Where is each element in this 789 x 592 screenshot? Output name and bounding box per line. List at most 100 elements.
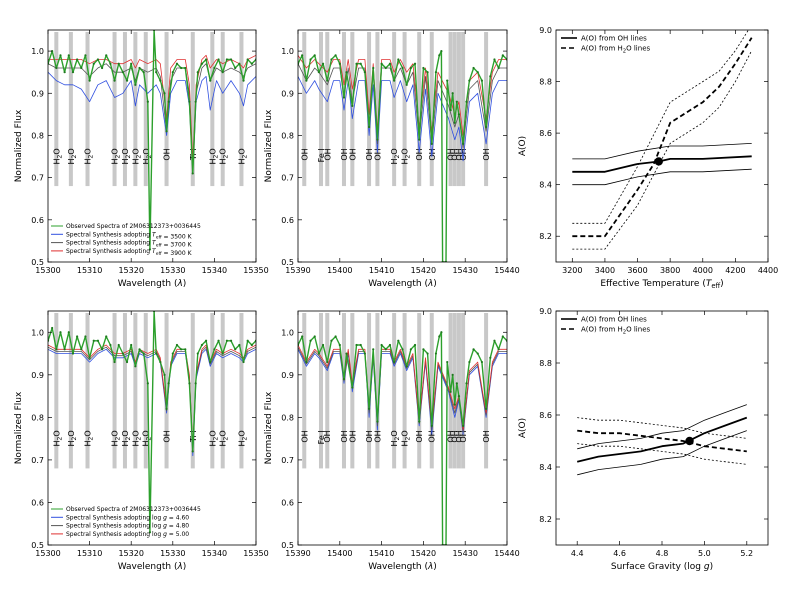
observed-point [242, 360, 245, 364]
line-marker-band [143, 313, 148, 469]
observed-point [209, 79, 212, 82]
observed-point [359, 62, 362, 65]
observed-point [345, 352, 348, 355]
observed-point [117, 343, 120, 347]
observed-point [342, 377, 346, 381]
y-tick-label: 0.5 [31, 541, 44, 550]
observed-point [409, 66, 412, 70]
observed-point [363, 71, 366, 74]
observed-point [480, 79, 484, 82]
line-label: OH [482, 430, 491, 442]
y-tick-label: 0.7 [281, 174, 294, 183]
observed-point [426, 71, 429, 74]
observed-point [155, 352, 158, 355]
observed-point [234, 348, 237, 351]
y-tick-label: 8.6 [539, 129, 552, 138]
x-tick-label: 15310 [77, 266, 102, 275]
x-tick-label: 4.4 [571, 549, 584, 558]
y-tick-label: 0.6 [281, 498, 294, 507]
line-marker-band [112, 313, 117, 469]
observed-point [438, 335, 441, 338]
observed-point [462, 424, 465, 427]
line-marker-band [68, 32, 73, 187]
observed-point [196, 352, 199, 355]
series-line-observed [298, 331, 507, 545]
observed-point [334, 54, 337, 57]
observed-point [121, 71, 124, 74]
observed-point [229, 339, 233, 342]
line-marker-band [429, 313, 434, 469]
line-label: OH [415, 430, 424, 442]
observed-point [100, 348, 104, 351]
line-marker-band [133, 313, 138, 469]
observed-point [125, 360, 129, 364]
observed-point [138, 66, 141, 70]
x-tick-label: 15440 [494, 266, 519, 275]
line-label: OH [340, 430, 349, 442]
line-marker-band [350, 32, 355, 187]
y-tick-label: 1.0 [281, 328, 294, 337]
observed-point [76, 335, 79, 338]
series-line-oh-upper [577, 404, 747, 450]
series-line-log-g-4-80 [48, 346, 256, 452]
series-line-h2o-lower [577, 443, 747, 465]
series-line-h2o-upper [577, 417, 747, 439]
x-axis-label: Surface Gravity (log g) [611, 562, 713, 572]
legend-label: A(O) from OH lines [581, 316, 647, 324]
observed-point [351, 104, 354, 108]
y-tick-label: 9.0 [539, 307, 552, 316]
observed-point [405, 365, 408, 368]
x-tick-label: 15340 [202, 266, 227, 275]
observed-point [301, 54, 304, 57]
observed-point [209, 360, 212, 364]
x-tick-label: 15300 [35, 549, 60, 558]
observed-point [146, 100, 149, 103]
observed-point [159, 79, 162, 82]
abund-logg-series [576, 404, 748, 476]
line-marker-band [164, 313, 169, 469]
line-label: OH [451, 430, 460, 442]
line-label: H2O [121, 148, 132, 164]
line-label: H2O [219, 430, 230, 446]
observed-point [446, 360, 449, 364]
x-tick-label: 5.2 [740, 549, 753, 558]
y-tick-label: 8.8 [539, 78, 552, 87]
y-tick-label: 0.9 [31, 89, 44, 98]
observed-point [246, 58, 249, 61]
observed-point [67, 331, 70, 334]
y-axis-label: Normalized Flux [14, 391, 24, 464]
observed-point [393, 360, 396, 364]
observed-point [413, 62, 417, 65]
observed-point [462, 142, 465, 145]
observed-point [380, 62, 383, 65]
observed-point [194, 100, 197, 103]
y-tick-label: 0.8 [31, 413, 44, 422]
plot-frame [555, 310, 769, 546]
line-marker-band [164, 32, 169, 187]
observed-point [59, 331, 62, 334]
legend-label: A(O) from H2O lines [581, 45, 650, 55]
x-tick-label: 15340 [202, 549, 227, 558]
line-marker-band [220, 32, 225, 187]
observed-point [440, 49, 443, 53]
legend: Observed Spectra of 2M06312373+0036445Sp… [51, 506, 201, 538]
series-line-oh-lower [572, 168, 752, 186]
line-marker-band [318, 313, 323, 469]
line-label: H2O [121, 430, 132, 446]
x-tick-label: 15330 [160, 266, 185, 275]
observed-point [317, 352, 320, 355]
line-marker-band [417, 313, 422, 469]
observed-point [88, 79, 91, 82]
line-marker-band [452, 32, 457, 187]
observed-point [359, 343, 362, 347]
line-marker-band [190, 313, 195, 469]
line-label: OH [348, 430, 357, 442]
line-label: H2O [219, 148, 230, 164]
series-line-observed [298, 50, 507, 262]
y-tick-label: 0.9 [281, 371, 294, 380]
observed-point [250, 62, 253, 65]
y-tick-label: 8.2 [539, 515, 552, 524]
line-label: H2O [52, 148, 63, 164]
